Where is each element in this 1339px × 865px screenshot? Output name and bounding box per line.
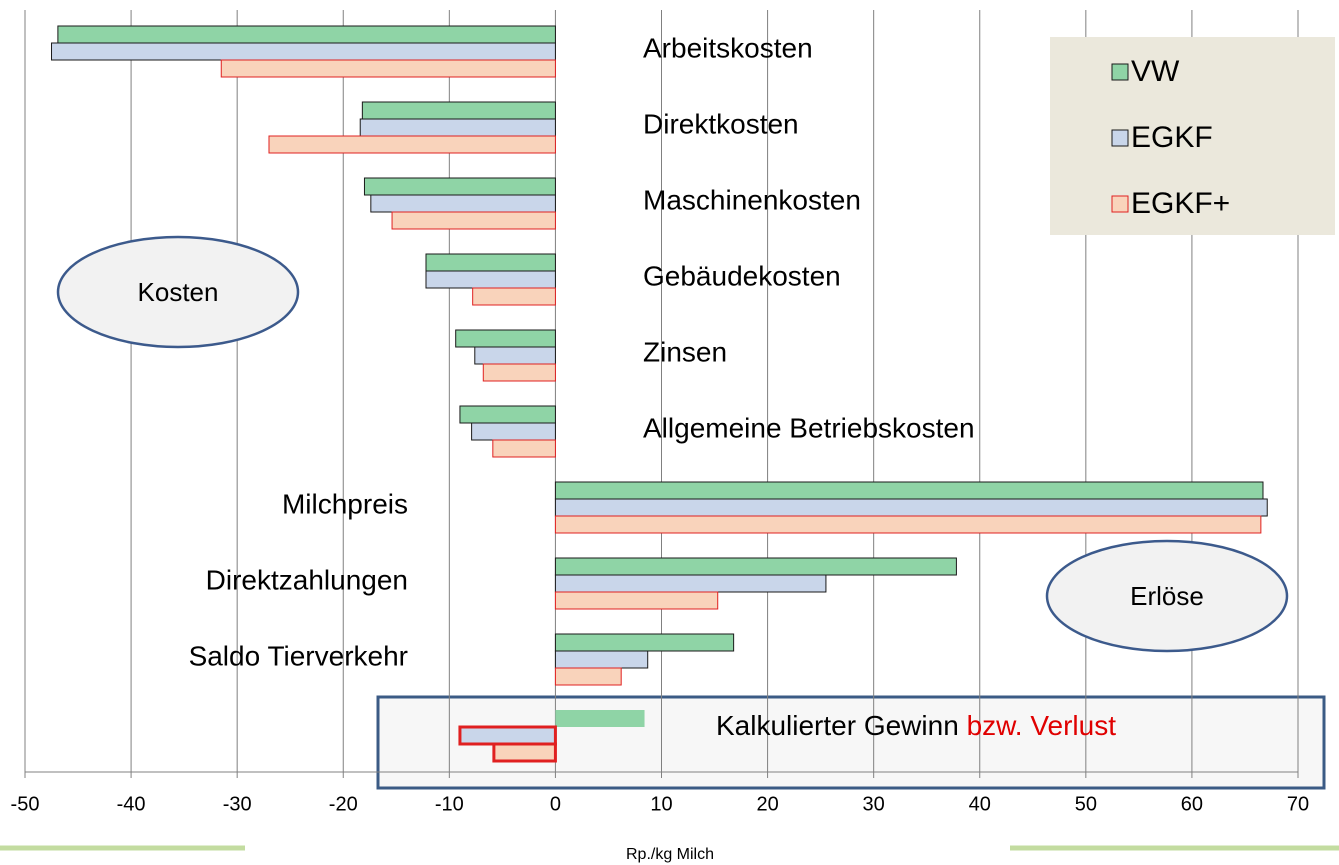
costs-label: Kosten: [138, 277, 219, 307]
legend-swatch: [1111, 63, 1129, 81]
x-tick-label: 70: [1287, 793, 1309, 815]
x-tick-label: 60: [1181, 793, 1203, 815]
bar: [555, 710, 645, 727]
loss-text: bzw. Verlust: [967, 710, 1117, 741]
category-label: Milchpreis: [282, 488, 408, 519]
x-tick-label: -40: [117, 793, 146, 815]
bar: [492, 742, 557, 763]
bar: [554, 481, 1264, 500]
bar: [363, 177, 556, 196]
x-tick-label: -50: [11, 793, 40, 815]
category-label: Gebäudekosten: [643, 260, 841, 291]
legend-swatch: [1111, 195, 1129, 213]
costs-ellipse: [56, 235, 300, 349]
x-tick-label: -30: [223, 793, 252, 815]
bar: [554, 667, 622, 686]
profit-text: Kalkulierter Gewinn: [716, 710, 959, 741]
x-tick-label: 10: [650, 793, 672, 815]
legend-swatch: [1111, 129, 1129, 147]
bar: [492, 439, 556, 458]
bar: [554, 574, 827, 593]
revenues-label: Erlöse: [1130, 581, 1204, 611]
bar: [554, 515, 1262, 534]
x-tick-label: -10: [435, 793, 464, 815]
x-axis-label: Rp./kg Milch: [626, 846, 714, 863]
bar: [554, 557, 957, 576]
bar: [554, 591, 719, 610]
profit-label: Kalkulierter Gewinn bzw. Verlust: [716, 710, 1116, 741]
bar: [370, 194, 556, 213]
bar: [482, 363, 556, 382]
x-tick-label: -20: [329, 793, 358, 815]
bar: [458, 725, 557, 746]
legend: VW EGKF EGKF+: [1111, 55, 1230, 220]
x-tick-label: 0: [550, 793, 561, 815]
legend-box: [1050, 37, 1335, 235]
bar: [554, 498, 1268, 517]
bar: [425, 270, 556, 289]
x-tick-label: 20: [756, 793, 778, 815]
bar: [361, 101, 556, 120]
category-label: Saldo Tierverkehr: [189, 640, 408, 671]
category-label: Direktzahlungen: [206, 564, 408, 595]
bar: [474, 346, 556, 365]
x-tick-label: 30: [863, 793, 885, 815]
category-label: Zinsen: [643, 336, 727, 367]
category-label: Arbeitskosten: [643, 32, 813, 63]
legend-label: EGKF: [1131, 121, 1213, 154]
x-tick-label: 40: [969, 793, 991, 815]
bar: [455, 329, 556, 348]
bar: [459, 405, 556, 424]
revenues-ellipse: [1045, 539, 1289, 653]
bar: [425, 253, 556, 272]
bar: [554, 650, 649, 669]
bar: [220, 59, 556, 78]
bar: [554, 633, 735, 652]
bar: [391, 211, 556, 230]
category-label: Maschinenkosten: [643, 184, 861, 215]
bar: [57, 25, 556, 44]
bars: [51, 25, 1268, 763]
legend-label: EGKF+: [1131, 187, 1230, 220]
category-label: Direktkosten: [643, 108, 799, 139]
x-tick-label: 50: [1075, 793, 1097, 815]
bar: [471, 422, 556, 441]
bar: [359, 118, 556, 137]
bar: [51, 42, 556, 61]
legend-label: VW: [1131, 55, 1180, 88]
bar: [268, 135, 556, 154]
bar: [472, 287, 556, 306]
category-label: Allgemeine Betriebskosten: [643, 412, 975, 443]
